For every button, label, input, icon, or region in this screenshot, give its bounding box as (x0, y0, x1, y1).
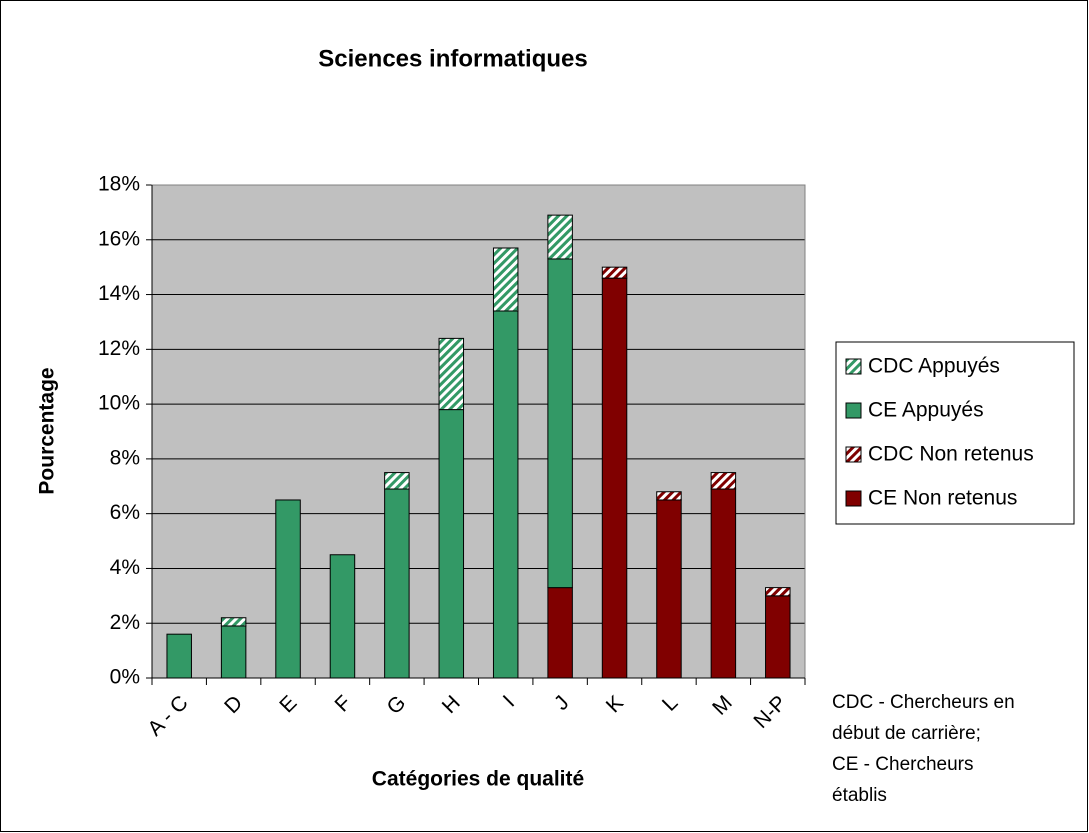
y-axis-label: Pourcentage (36, 367, 59, 494)
y-tick-label: 12% (98, 337, 140, 360)
x-axis-label: Catégories de qualité (372, 768, 584, 791)
bar-segment (384, 488, 410, 679)
bar-segment (547, 214, 573, 260)
legend-swatch (845, 358, 862, 375)
footnote: établis (832, 785, 887, 806)
bar-segment (547, 587, 573, 679)
bar-segment (438, 337, 465, 411)
bar-segment (384, 472, 410, 490)
y-tick-label: 18% (98, 173, 140, 196)
y-tick-label: 16% (98, 227, 140, 250)
bar-segment (547, 258, 573, 589)
bar-segment (765, 587, 791, 597)
bar-segment (438, 409, 465, 679)
bar-segment (492, 310, 519, 679)
footnote: début de carrière; (832, 723, 981, 744)
footnote: CE - Chercheurs (832, 754, 974, 775)
footnote: CDC - Chercheurs en (832, 692, 1015, 713)
bar-segment (275, 499, 301, 679)
y-tick-label: 8% (110, 446, 140, 469)
legend-label: CE Appuyés (868, 399, 984, 422)
bar-segment (601, 277, 628, 679)
legend-label: CE Non retenus (868, 487, 1017, 510)
bar-segment (601, 266, 628, 279)
bar-segment (765, 595, 791, 679)
y-tick-label: 4% (110, 556, 140, 579)
bar-segment (166, 633, 192, 679)
plot-area (152, 185, 805, 678)
legend-label: CDC Appuyés (868, 355, 1000, 378)
legend-swatch (845, 402, 862, 419)
bar-segment (220, 625, 247, 679)
bar-segment (329, 554, 356, 679)
chart-title: Sciences informatiques (318, 45, 587, 72)
y-tick-label: 0% (110, 666, 140, 689)
legend-swatch (845, 446, 862, 463)
y-tick-label: 6% (110, 501, 140, 524)
legend-label: CDC Non retenus (868, 443, 1034, 466)
y-tick-label: 2% (110, 611, 140, 634)
bar-segment (710, 488, 737, 679)
y-tick-label: 14% (98, 282, 140, 305)
y-tick-label: 10% (98, 392, 140, 415)
bar-segment (492, 247, 519, 312)
bar-segment (220, 617, 247, 627)
legend-box (835, 341, 1075, 525)
bar-segment (656, 499, 682, 679)
bar-segment (710, 472, 737, 490)
legend-swatch (845, 490, 862, 507)
bar-segment (656, 491, 682, 501)
